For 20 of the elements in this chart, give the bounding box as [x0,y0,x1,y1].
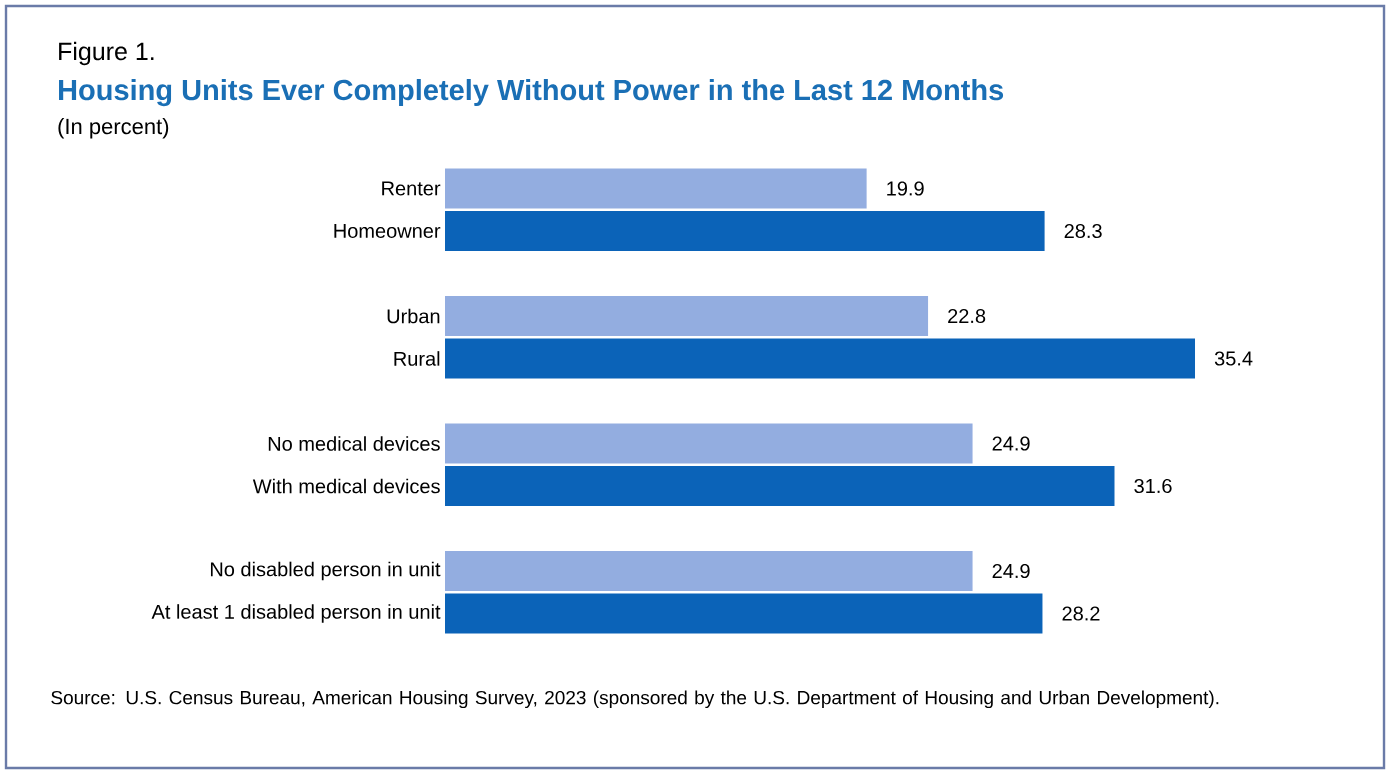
y-tick-label: At least 1 disabled person in unit [151,604,441,623]
data-label: 24.9 [992,436,1030,451]
data-label: 24.9 [992,563,1030,579]
y-tick-label: With medical devices [252,478,440,494]
data-label: 28.3 [1064,223,1102,239]
y-tick-label: No medical devices [268,436,440,451]
data-label: 22.8 [948,308,986,324]
y-tick-label: Homeowner [334,224,441,238]
data-label: 31.6 [1134,478,1172,494]
data-label: 28.2 [1062,606,1100,621]
text: (In percent) [58,118,169,139]
y-tick-label: No disabled person in unit [210,561,441,581]
y-tick-label: Renter [382,181,441,196]
y-tick-label: Rural [394,351,440,366]
chart-title: Housing Units Ever Completely Without Power in the Last 12 Months [59,78,1004,107]
source-note: Source: U.S. Census Bureau, American Housing Survey, 2023 (sponsored by the U.S. Department of Housing and Urban Development). [51,690,1219,709]
y-tick-label: Urban [387,308,440,324]
data-label: 19.9 [887,181,924,196]
caption: Figure 1. [59,41,154,66]
data-label: 35.4 [1214,351,1253,366]
